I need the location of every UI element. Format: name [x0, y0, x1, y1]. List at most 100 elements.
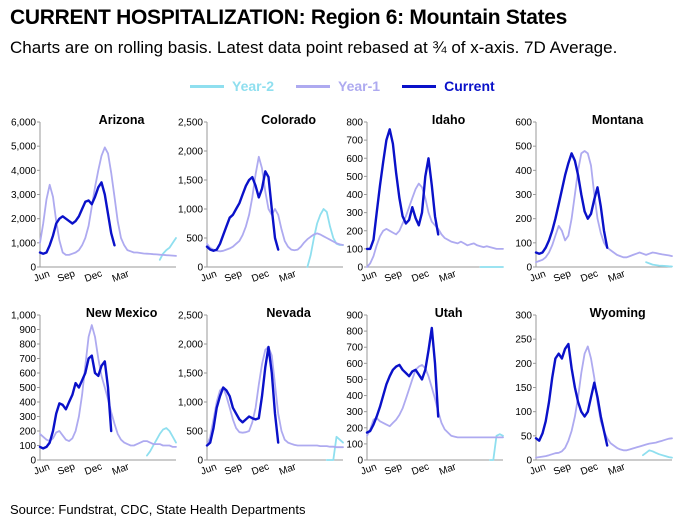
x-tick-label: Jun [359, 462, 378, 478]
page-title: CURRENT HOSPITALIZATION: Region 6: Mount… [10, 6, 568, 29]
x-tick-label: Dec [83, 268, 103, 284]
y-tick-label: 100 [515, 238, 532, 249]
y-tick-label: 0 [30, 456, 36, 467]
y-tick-label: 1,000 [11, 238, 36, 249]
x-tick-label: Mar [278, 268, 299, 284]
series-line-current [38, 354, 113, 450]
y-tick-label: 300 [346, 208, 363, 219]
y-tick-label: 800 [346, 118, 363, 129]
x-tick-label: Sep [223, 461, 244, 478]
chart-wyoming: 0 50 100 150 200 250 300 Jun Sep Dec Mar Wyoming [515, 306, 673, 478]
legend-swatch-current [402, 84, 437, 88]
y-tick-label: 200 [515, 214, 532, 225]
x-tick-label: Sep [56, 461, 77, 478]
chart-title: Wyoming [590, 306, 646, 320]
y-tick-label: 150 [515, 383, 532, 394]
chart-title: Montana [592, 113, 644, 127]
legend-label-year-2: Year-2 [232, 78, 275, 94]
y-tick-label: 600 [19, 369, 36, 380]
series-line-current [534, 152, 609, 255]
x-tick-label: Dec [83, 461, 103, 477]
legend-swatch-year-2 [190, 84, 224, 88]
x-tick-label: Sep [383, 268, 404, 285]
y-tick-label: 600 [346, 154, 363, 165]
x-tick-label: Mar [111, 461, 132, 477]
x-tick-label: Sep [552, 461, 573, 478]
x-tick-label: Dec [410, 268, 430, 284]
series-line-year-1 [535, 345, 673, 459]
legend-item-year-2: Year-2 [190, 78, 274, 94]
series-line-current [534, 342, 609, 447]
y-tick-label: 100 [19, 441, 36, 452]
x-tick-label: Jun [528, 462, 547, 478]
legend-item-year-1: Year-1 [296, 78, 380, 94]
chart-legend: Year-2 Year-1 Current [190, 76, 517, 96]
y-tick-label: 700 [346, 136, 363, 147]
series-line-current [205, 170, 280, 252]
chart-montana: 0 100 200 300 400 500 600 Jun Sep Dec Mar Montana [515, 113, 673, 285]
series-line-year-1 [206, 346, 344, 449]
x-tick-label: Sep [552, 268, 573, 285]
x-tick-label: Jun [32, 269, 51, 285]
y-tick-label: 600 [515, 118, 532, 129]
chart-utah: 0 100 200 300 400 500 600 700 800 900 Jun Sep Dec Mar… [346, 306, 504, 478]
legend-label-current: Current [444, 78, 495, 94]
y-tick-label: 500 [346, 172, 363, 183]
x-tick-label: Dec [410, 461, 430, 477]
chart-colorado: 0 500 1,000 1,500 2,000 2,500 Jun Sep Dec Mar Colo… [178, 113, 344, 285]
x-tick-label: Sep [383, 461, 404, 478]
x-tick-label: Mar [278, 461, 299, 477]
y-tick-label: 2,500 [178, 118, 203, 129]
y-tick-label: 300 [515, 311, 532, 322]
x-tick-label: Jun [359, 269, 378, 285]
x-tick-label: Sep [223, 268, 244, 285]
x-tick-label: Mar [607, 268, 628, 284]
y-tick-label: 400 [515, 166, 532, 177]
y-tick-label: 200 [515, 359, 532, 370]
y-tick-label: 0 [357, 456, 363, 467]
y-tick-label: 2,000 [11, 214, 36, 225]
source-note: Source: Fundstrat, CDC, State Health Dep… [10, 502, 306, 517]
y-tick-label: 1,500 [178, 369, 203, 380]
x-tick-label: Dec [579, 268, 599, 284]
y-tick-label: 50 [521, 431, 533, 442]
y-tick-label: 700 [346, 343, 363, 354]
y-tick-label: 0 [526, 263, 532, 274]
chart-new-mexico: 0 100 200 300 400 500 600 700 800 900 1,000 Jun Sep D… [11, 306, 177, 478]
y-tick-label: 1,000 [178, 398, 203, 409]
y-tick-label: 500 [186, 234, 203, 245]
series-line-year-1 [39, 146, 177, 257]
chart-title: Colorado [261, 113, 316, 127]
y-tick-label: 900 [19, 325, 36, 336]
y-tick-label: 1,000 [178, 205, 203, 216]
y-tick-label: 500 [346, 375, 363, 386]
y-tick-label: 0 [526, 456, 532, 467]
x-tick-label: Sep [56, 268, 77, 285]
y-tick-label: 0 [197, 263, 203, 274]
y-tick-label: 800 [346, 327, 363, 338]
series-line-current [205, 345, 280, 447]
y-tick-label: 400 [346, 391, 363, 402]
y-tick-label: 2,000 [178, 147, 203, 158]
x-tick-label: Dec [250, 461, 270, 477]
page-subtitle: Charts are on rolling basis. Latest data… [10, 38, 618, 57]
y-tick-label: 400 [346, 190, 363, 201]
chart-idaho: 0 100 200 300 400 500 600 700 800 Jun Sep Dec Mar Ida… [346, 113, 504, 285]
x-tick-label: Jun [199, 269, 218, 285]
y-tick-label: 1,000 [11, 311, 36, 322]
x-tick-label: Mar [438, 268, 459, 284]
y-tick-label: 6,000 [11, 118, 36, 129]
chart-title: New Mexico [86, 306, 158, 320]
series-line-year-1 [366, 364, 504, 439]
y-tick-label: 2,000 [178, 340, 203, 351]
y-tick-label: 200 [346, 226, 363, 237]
x-tick-label: Jun [32, 462, 51, 478]
y-tick-label: 200 [19, 427, 36, 438]
series-line-current [365, 326, 440, 434]
y-tick-label: 3,000 [11, 190, 36, 201]
chart-title: Arizona [99, 113, 146, 127]
legend-label-year-1: Year-1 [338, 78, 381, 94]
series-line-current [365, 128, 440, 251]
y-tick-label: 100 [346, 439, 363, 450]
x-tick-label: Dec [579, 461, 599, 477]
